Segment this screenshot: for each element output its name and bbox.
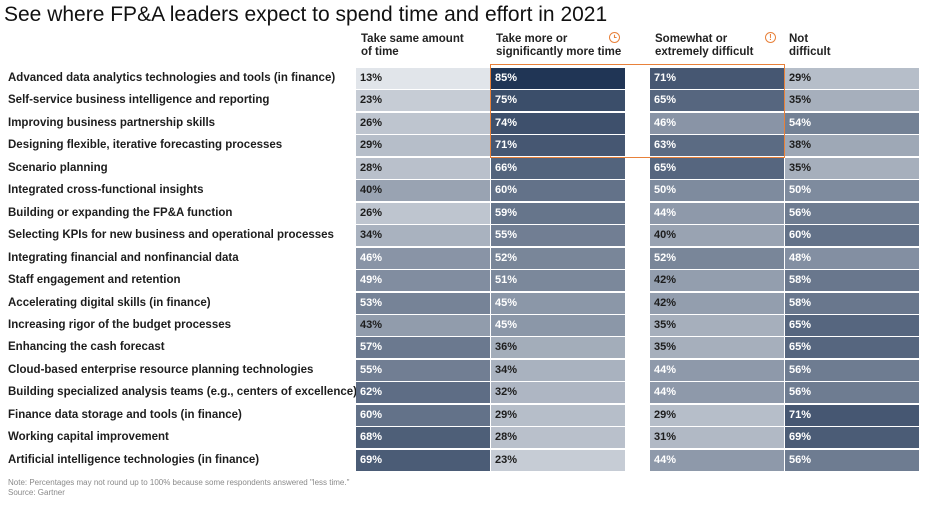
table-cell: 75%: [491, 90, 625, 112]
table-cell: 36%: [491, 337, 625, 359]
table-cell: 85%: [491, 68, 625, 89]
table-cell: 59%: [491, 202, 625, 224]
table-cell: 46%: [650, 112, 784, 134]
table-cell: 69%: [356, 449, 490, 471]
table-cell: 68%: [356, 427, 490, 449]
table-cell: 56%: [785, 449, 919, 471]
table-cell: 28%: [491, 427, 625, 449]
row-label: Scenario planning: [8, 161, 108, 174]
table-cell: 23%: [356, 90, 490, 112]
row-label: Enhancing the cash forecast: [8, 341, 165, 354]
table-cell: 56%: [785, 202, 919, 224]
table-cell: 46%: [356, 247, 490, 269]
table-cell: 71%: [650, 68, 784, 89]
row-label: Improving business partnership skills: [8, 116, 216, 129]
table-cell: 62%: [356, 382, 490, 404]
table-cell: 65%: [785, 314, 919, 336]
row-label: Accelerating digital skills (in finance): [8, 296, 211, 309]
row-label: Artificial intelligence technologies (in…: [8, 453, 260, 466]
table-cell: 65%: [650, 90, 784, 112]
table-cell: 44%: [650, 359, 784, 381]
table-cell: 55%: [491, 225, 625, 247]
table-cell: 71%: [785, 404, 919, 426]
row-label: Building or expanding the FP&A function: [8, 206, 233, 219]
alert-icon: !: [765, 32, 776, 43]
table-cell: 69%: [785, 427, 919, 449]
table-cell: 35%: [650, 314, 784, 336]
table-cell: 44%: [650, 449, 784, 471]
table-cell: 63%: [650, 135, 784, 157]
table-cell: 56%: [785, 359, 919, 381]
table-cell: 57%: [356, 337, 490, 359]
table-cell: 29%: [650, 404, 784, 426]
table-cell: 74%: [491, 112, 625, 134]
table-cell: 45%: [491, 292, 625, 314]
table-cell: 34%: [356, 225, 490, 247]
table-cell: 23%: [491, 449, 625, 471]
source-note: Source: Gartner: [8, 488, 65, 497]
table-cell: 38%: [785, 135, 919, 157]
table-cell: 50%: [650, 180, 784, 202]
table-cell: 60%: [785, 225, 919, 247]
row-label: Selecting KPIs for new business and oper…: [8, 229, 334, 242]
table-cell: 44%: [650, 382, 784, 404]
table-cell: 52%: [491, 247, 625, 269]
column-header-not-difficult: Not difficult: [789, 33, 831, 58]
row-label: Increasing rigor of the budget processes: [8, 318, 232, 331]
table-cell: 48%: [785, 247, 919, 269]
table-cell: 54%: [785, 112, 919, 134]
table-cell: 50%: [785, 180, 919, 202]
table-cell: 65%: [650, 157, 784, 179]
table-cell: 29%: [785, 68, 919, 89]
chart-title: See where FP&A leaders expect to spend t…: [4, 3, 608, 26]
table-cell: 26%: [356, 202, 490, 224]
table-cell: 58%: [785, 292, 919, 314]
row-label: Advanced data analytics technologies and…: [8, 72, 336, 84]
table-cell: 29%: [356, 135, 490, 157]
table-cell: 35%: [785, 90, 919, 112]
row-label: Working capital improvement: [8, 431, 169, 444]
row-label: Cloud-based enterprise resource planning…: [8, 363, 314, 376]
column-header-more-time: Take more or significantly more time: [496, 33, 622, 58]
clock-icon: [609, 32, 620, 43]
column-header-same-time: Take same amount of time: [361, 33, 464, 58]
table-cell: 44%: [650, 202, 784, 224]
column-header-difficult: Somewhat or extremely difficult: [655, 33, 754, 58]
table-cell: 43%: [356, 314, 490, 336]
row-label: Integrated cross-functional insights: [8, 184, 204, 197]
table-cell: 52%: [650, 247, 784, 269]
table-cell: 34%: [491, 359, 625, 381]
table-cell: 28%: [356, 157, 490, 179]
table-cell: 45%: [491, 314, 625, 336]
table-cell: 65%: [785, 337, 919, 359]
table-cell: 32%: [491, 382, 625, 404]
table-cell: 42%: [650, 292, 784, 314]
table-cell: 71%: [491, 135, 625, 157]
table-cell: 60%: [491, 180, 625, 202]
table-cell: 49%: [356, 270, 490, 292]
table-cell: 51%: [491, 270, 625, 292]
table-cell: 29%: [491, 404, 625, 426]
table-cell: 35%: [650, 337, 784, 359]
table-cell: 40%: [650, 225, 784, 247]
row-label: Self-service business intelligence and r…: [8, 94, 270, 107]
table-cell: 53%: [356, 292, 490, 314]
table-cell: 58%: [785, 270, 919, 292]
table-cell: 26%: [356, 112, 490, 134]
table-cell: 56%: [785, 382, 919, 404]
table-cell: 40%: [356, 180, 490, 202]
row-label: Finance data storage and tools (in finan…: [8, 408, 242, 421]
table-cell: 55%: [356, 359, 490, 381]
row-label: Designing flexible, iterative forecastin…: [8, 139, 283, 152]
row-label: Integrating financial and nonfinancial d…: [8, 251, 239, 264]
table-cell: 35%: [785, 157, 919, 179]
table-cell: 31%: [650, 427, 784, 449]
table-cell: 42%: [650, 270, 784, 292]
table-cell: 13%: [356, 68, 490, 89]
table-cell: 66%: [491, 157, 625, 179]
table-cell: 60%: [356, 404, 490, 426]
row-label: Building specialized analysis teams (e.g…: [8, 386, 357, 399]
footnote: Note: Percentages may not round up to 10…: [8, 478, 350, 487]
row-label: Staff engagement and retention: [8, 274, 181, 287]
